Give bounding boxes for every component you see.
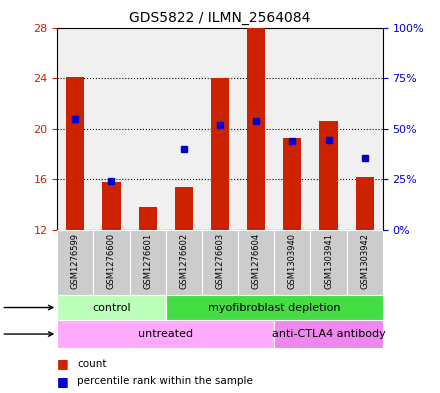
- Text: GSM1276603: GSM1276603: [216, 233, 224, 289]
- Title: GDS5822 / ILMN_2564084: GDS5822 / ILMN_2564084: [129, 11, 311, 25]
- Text: GSM1276601: GSM1276601: [143, 233, 152, 289]
- Bar: [238, 230, 274, 295]
- Bar: [283, 138, 301, 230]
- Bar: [57, 230, 93, 295]
- Bar: [347, 230, 383, 295]
- Bar: [166, 230, 202, 295]
- Text: GSM1276604: GSM1276604: [252, 233, 260, 289]
- Text: anti-CTLA4 antibody: anti-CTLA4 antibody: [271, 329, 385, 339]
- Text: GSM1276599: GSM1276599: [71, 233, 80, 289]
- Bar: [139, 207, 157, 230]
- Text: GSM1303941: GSM1303941: [324, 233, 333, 289]
- Bar: [57, 295, 166, 320]
- Bar: [175, 187, 193, 230]
- Text: myofibroblast depletion: myofibroblast depletion: [208, 303, 341, 312]
- Bar: [93, 230, 129, 295]
- Bar: [247, 28, 265, 230]
- Text: agent: agent: [0, 329, 53, 339]
- Bar: [319, 121, 337, 230]
- Text: control: control: [92, 303, 131, 312]
- Text: GSM1303940: GSM1303940: [288, 233, 297, 289]
- Bar: [211, 78, 229, 230]
- Text: count: count: [77, 358, 106, 369]
- Text: GSM1303942: GSM1303942: [360, 233, 369, 289]
- Text: ■: ■: [57, 375, 69, 388]
- Text: percentile rank within the sample: percentile rank within the sample: [77, 376, 253, 386]
- Bar: [202, 230, 238, 295]
- Bar: [129, 230, 166, 295]
- Bar: [311, 230, 347, 295]
- Text: protocol: protocol: [0, 303, 53, 312]
- Bar: [57, 320, 274, 348]
- Text: ■: ■: [57, 357, 69, 370]
- Bar: [103, 182, 121, 230]
- Text: GSM1276602: GSM1276602: [180, 233, 188, 289]
- Bar: [274, 320, 383, 348]
- Text: GSM1276600: GSM1276600: [107, 233, 116, 289]
- Text: untreated: untreated: [138, 329, 193, 339]
- Bar: [66, 77, 84, 230]
- Bar: [356, 177, 374, 230]
- Bar: [274, 230, 311, 295]
- Bar: [166, 295, 383, 320]
